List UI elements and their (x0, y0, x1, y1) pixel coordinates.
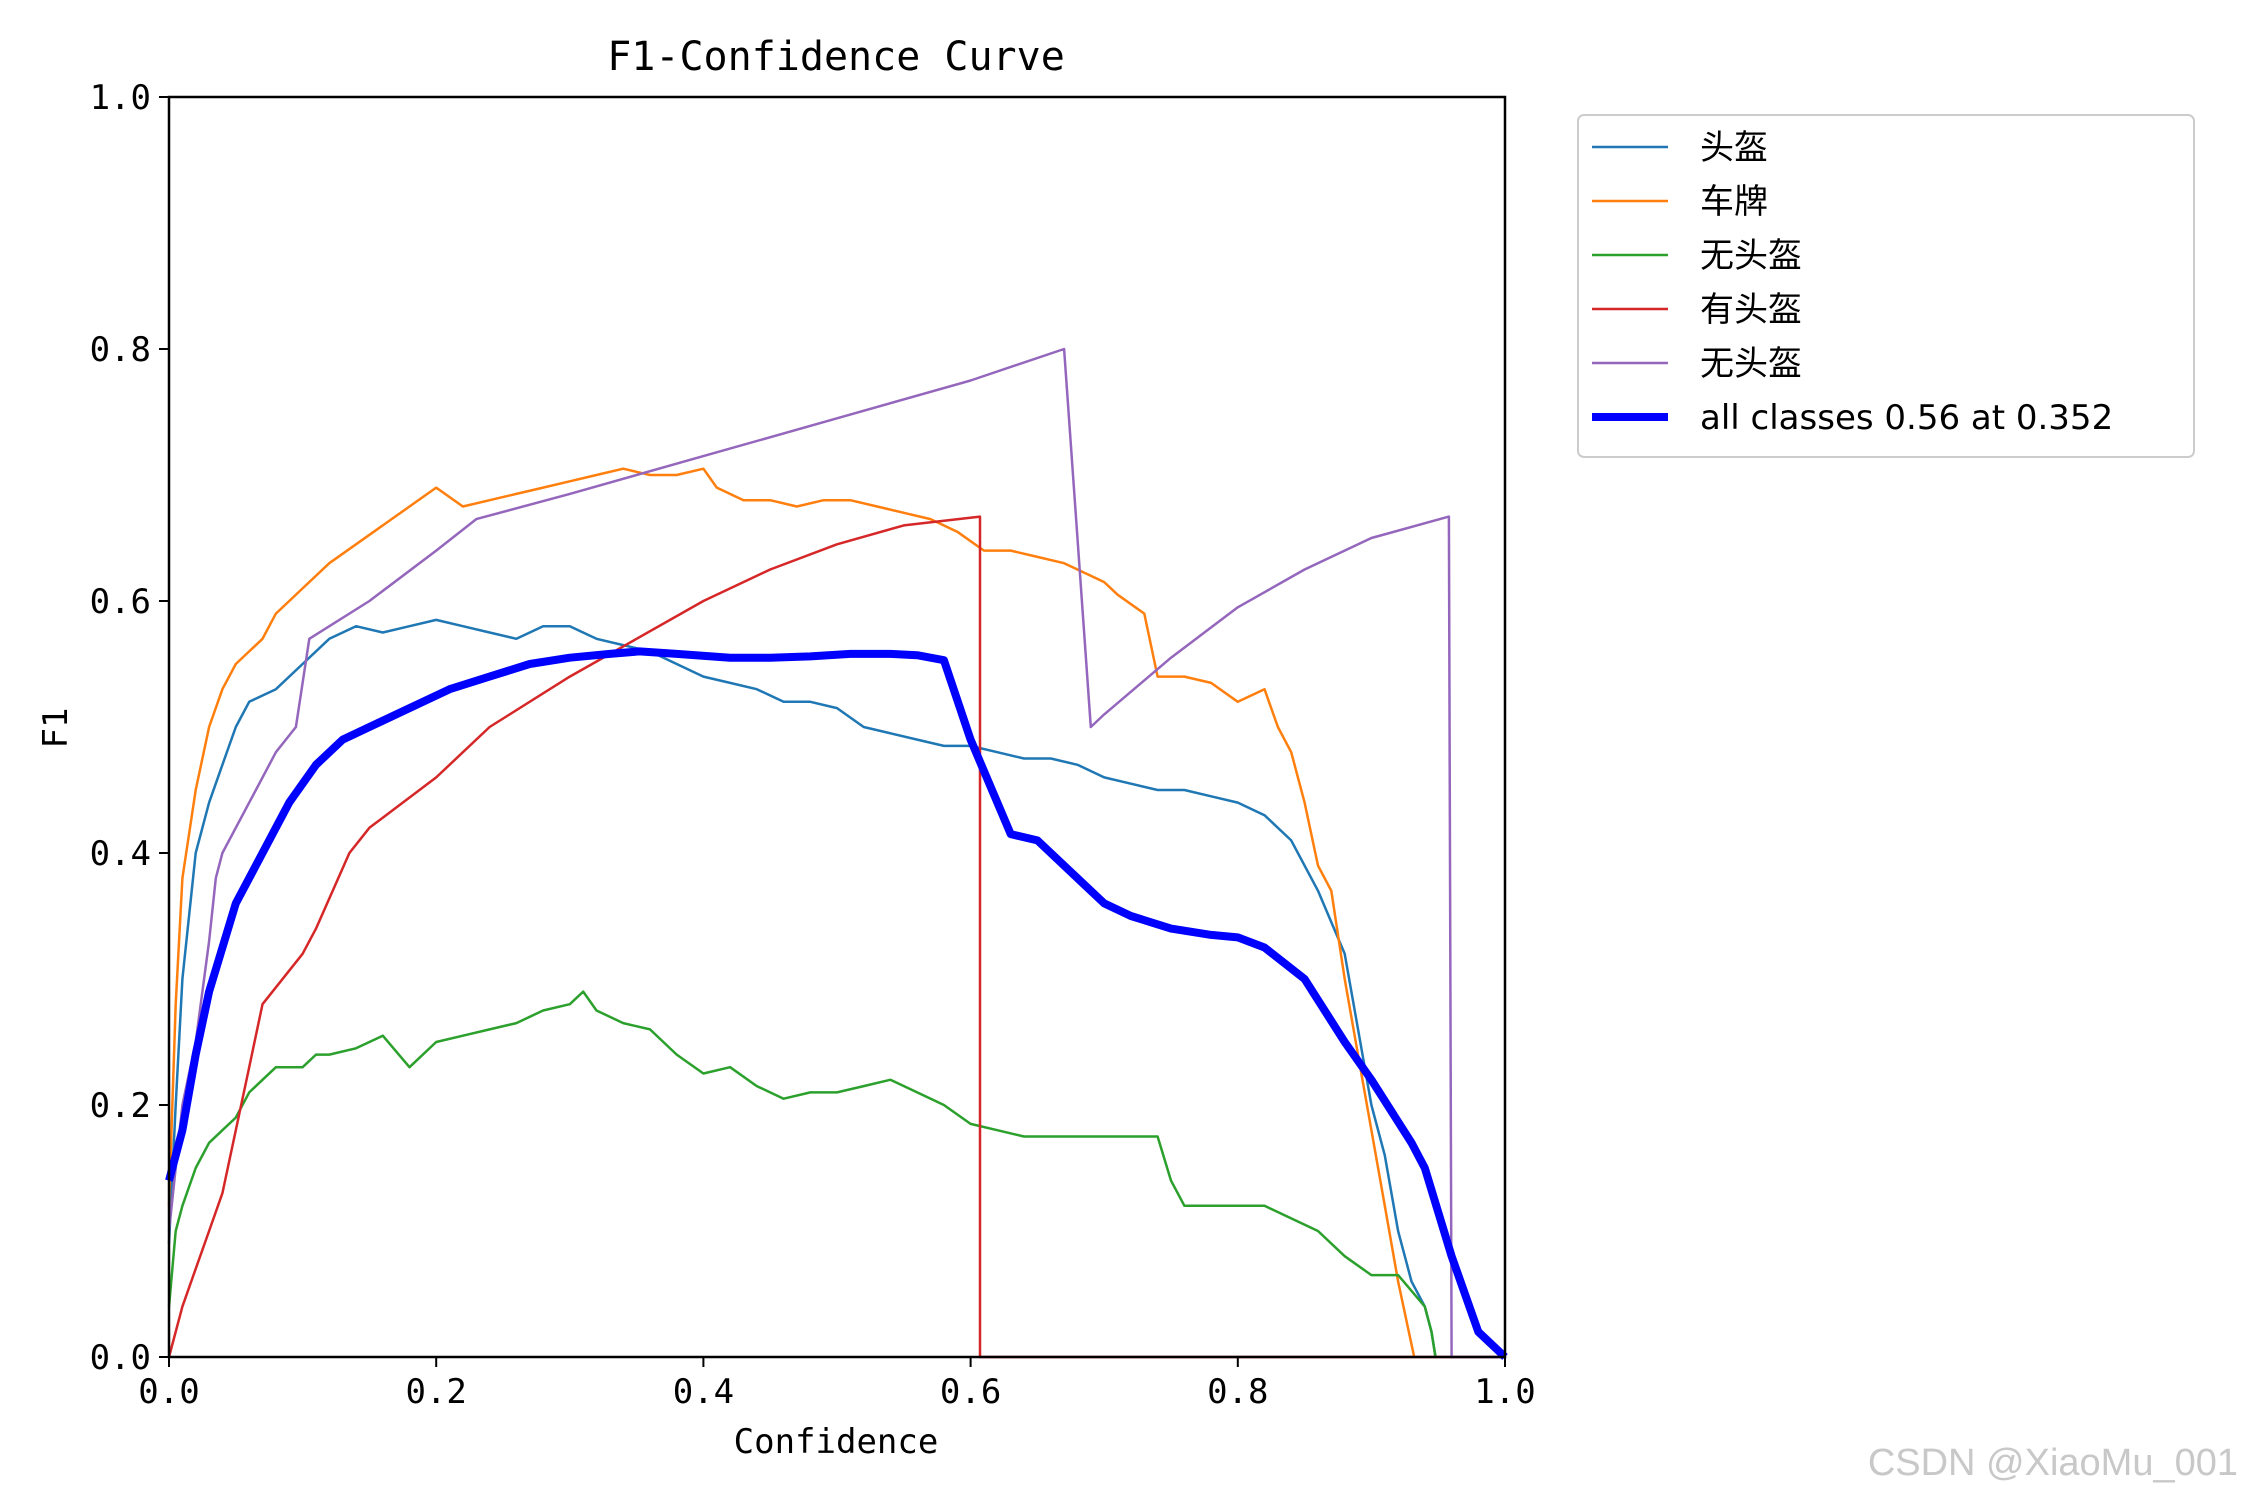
y-axis-title: F1 (36, 708, 76, 749)
x-tick-label: 0.6 (940, 1372, 1001, 1412)
y-tick-label: 0.2 (90, 1086, 151, 1126)
series-line-2 (167, 990, 1437, 1358)
series-layer (165, 347, 1508, 1360)
series-line-5 (165, 647, 1508, 1360)
series-line-4 (167, 347, 1505, 1359)
legend-label-2: 无头盔 (1700, 236, 1802, 276)
watermark-text: CSDN @XiaoMu_001 (1868, 1442, 2238, 1484)
legend-label-0: 头盔 (1700, 128, 1768, 168)
legend-label-3: 有头盔 (1700, 290, 1802, 330)
y-tick-label: 1.0 (90, 78, 151, 118)
series-line-3 (167, 515, 1505, 1359)
legend-label-5: all classes 0.56 at 0.352 (1700, 398, 2113, 438)
axis-ticks: 0.0 0.2 0.4 0.6 0.8 1.0 0.0 0.2 0.4 0.6 0.8 1.0 (90, 78, 1536, 1412)
plot-area-frame (167, 95, 1507, 1359)
x-tick-label: 0.2 (405, 1372, 466, 1412)
legend-label-1: 车牌 (1700, 182, 1768, 222)
series-line-1 (167, 467, 1416, 1358)
x-tick-label: 0.8 (1207, 1372, 1268, 1412)
y-tick-label: 0.8 (90, 330, 151, 370)
x-axis-title: Confidence (734, 1422, 939, 1462)
x-tick-label: 1.0 (1474, 1372, 1535, 1412)
x-tick-label: 0.0 (138, 1372, 199, 1412)
chart-title: F1-Confidence Curve (607, 34, 1065, 80)
legend-label-4: 无头盔 (1700, 344, 1802, 384)
y-tick-label: 0.0 (90, 1338, 151, 1378)
y-tick-label: 0.4 (90, 834, 151, 874)
y-tick-label: 0.6 (90, 582, 151, 622)
legend-box (1577, 114, 2195, 458)
x-tick-label: 0.4 (673, 1372, 734, 1412)
